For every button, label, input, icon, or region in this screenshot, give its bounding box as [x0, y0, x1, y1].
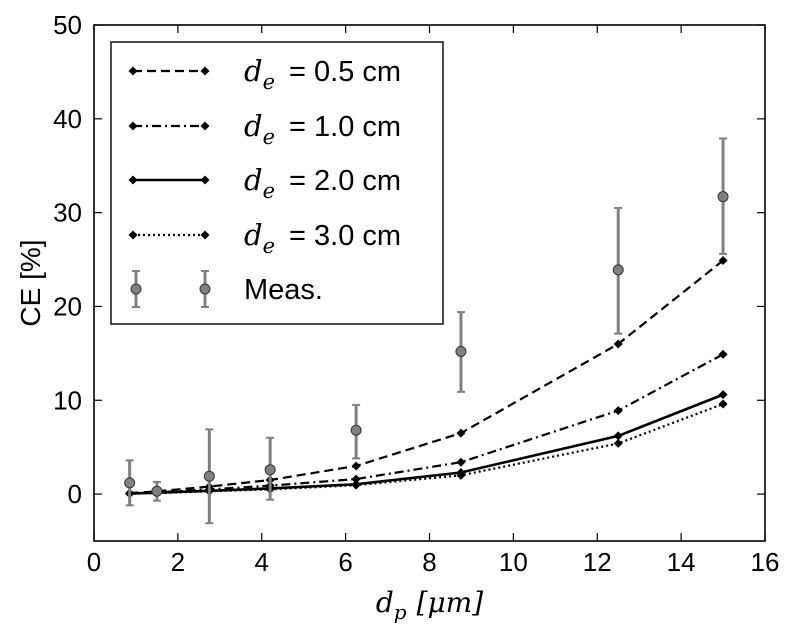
measurement-point: [455, 345, 467, 357]
legend-value: = 3.0 cm: [289, 220, 401, 252]
series-marker: [613, 406, 623, 416]
series-marker: [613, 339, 623, 349]
series-marker: [718, 399, 728, 409]
x-tick-label: 4: [255, 547, 269, 577]
legend-marker: [200, 175, 210, 185]
y-tick-label: 30: [53, 198, 82, 228]
y-tick-label: 50: [53, 10, 82, 40]
measurement-point: [264, 464, 276, 476]
y-tick-label: 40: [53, 104, 82, 134]
legend-marker: [200, 66, 210, 76]
series-marker: [613, 438, 623, 448]
legend-var: d: [244, 54, 263, 88]
series-marker: [456, 428, 466, 438]
series-marker: [456, 457, 466, 467]
x-tick-label: 2: [171, 547, 185, 577]
y-axis-label: CE [%]: [15, 239, 46, 326]
x-axis-unit: [μm]: [417, 586, 484, 619]
x-tick-label: 6: [338, 547, 352, 577]
x-tick-label: 12: [583, 547, 612, 577]
legend-label-1: de = 1.0 cm: [244, 109, 401, 149]
legend-meas-point: [130, 283, 142, 295]
series-group: [125, 255, 728, 499]
legend-marker: [200, 121, 210, 131]
series-line-1: [129, 353, 724, 495]
measurement-point: [717, 191, 729, 203]
legend-marker: [128, 121, 138, 131]
series-marker: [718, 349, 728, 359]
series-line-0: [129, 259, 724, 495]
x-axis-sub: p: [394, 600, 407, 624]
legend-box: [110, 41, 444, 325]
legend-value: = 0.5 cm: [289, 56, 401, 88]
x-axis-var: d: [376, 586, 394, 619]
x-tick-label: 10: [499, 547, 528, 577]
series-line-3: [129, 402, 724, 495]
x-tick-label: 0: [87, 547, 101, 577]
measurement-point: [612, 264, 624, 276]
legend-marker: [128, 66, 138, 76]
series-marker: [456, 470, 466, 480]
y-tick-label: 0: [68, 479, 82, 509]
ticks-group: 0 2 4 6 8 10 12 14 16 0 10 20 30 40 50: [53, 10, 779, 577]
legend-meas-point: [199, 283, 211, 295]
legend-sub: e: [263, 234, 275, 258]
legend-label-0: de = 0.5 cm: [244, 54, 401, 94]
measurement-point: [151, 485, 163, 497]
y-tick-label: 20: [53, 291, 82, 321]
legend-value: = 2.0 cm: [289, 165, 401, 197]
x-tick-label: 14: [667, 547, 696, 577]
series-marker: [718, 255, 728, 265]
series-marker: [613, 431, 623, 441]
legend-label-2: de = 2.0 cm: [244, 163, 401, 203]
legend-label-measurement: Meas.: [244, 274, 323, 306]
measurement-point: [124, 477, 136, 489]
legend-sub: e: [263, 179, 275, 203]
measurement-point: [203, 470, 215, 482]
axis-labels: dp [μm] CE [%]: [15, 239, 483, 624]
legend-marker: [128, 175, 138, 185]
series-marker: [351, 474, 361, 484]
y-tick-label: 10: [53, 385, 82, 415]
measurement-group: [124, 137, 729, 525]
legend-sub: e: [263, 125, 275, 149]
series-marker: [351, 461, 361, 471]
x-tick-label: 8: [422, 547, 436, 577]
measurement-point: [350, 424, 362, 436]
legend-sub: e: [263, 70, 275, 94]
legend-marker: [200, 230, 210, 240]
legend-var: d: [244, 163, 263, 197]
legend-var: d: [244, 109, 263, 143]
x-axis-label: dp [μm]: [376, 586, 483, 624]
series-marker: [718, 390, 728, 400]
legend-label-3: de = 3.0 cm: [244, 218, 401, 258]
legend-value: = 1.0 cm: [289, 111, 401, 143]
legend-var: d: [244, 218, 263, 252]
series-marker: [351, 480, 361, 490]
legend-marker: [128, 230, 138, 240]
x-tick-label: 16: [751, 547, 780, 577]
